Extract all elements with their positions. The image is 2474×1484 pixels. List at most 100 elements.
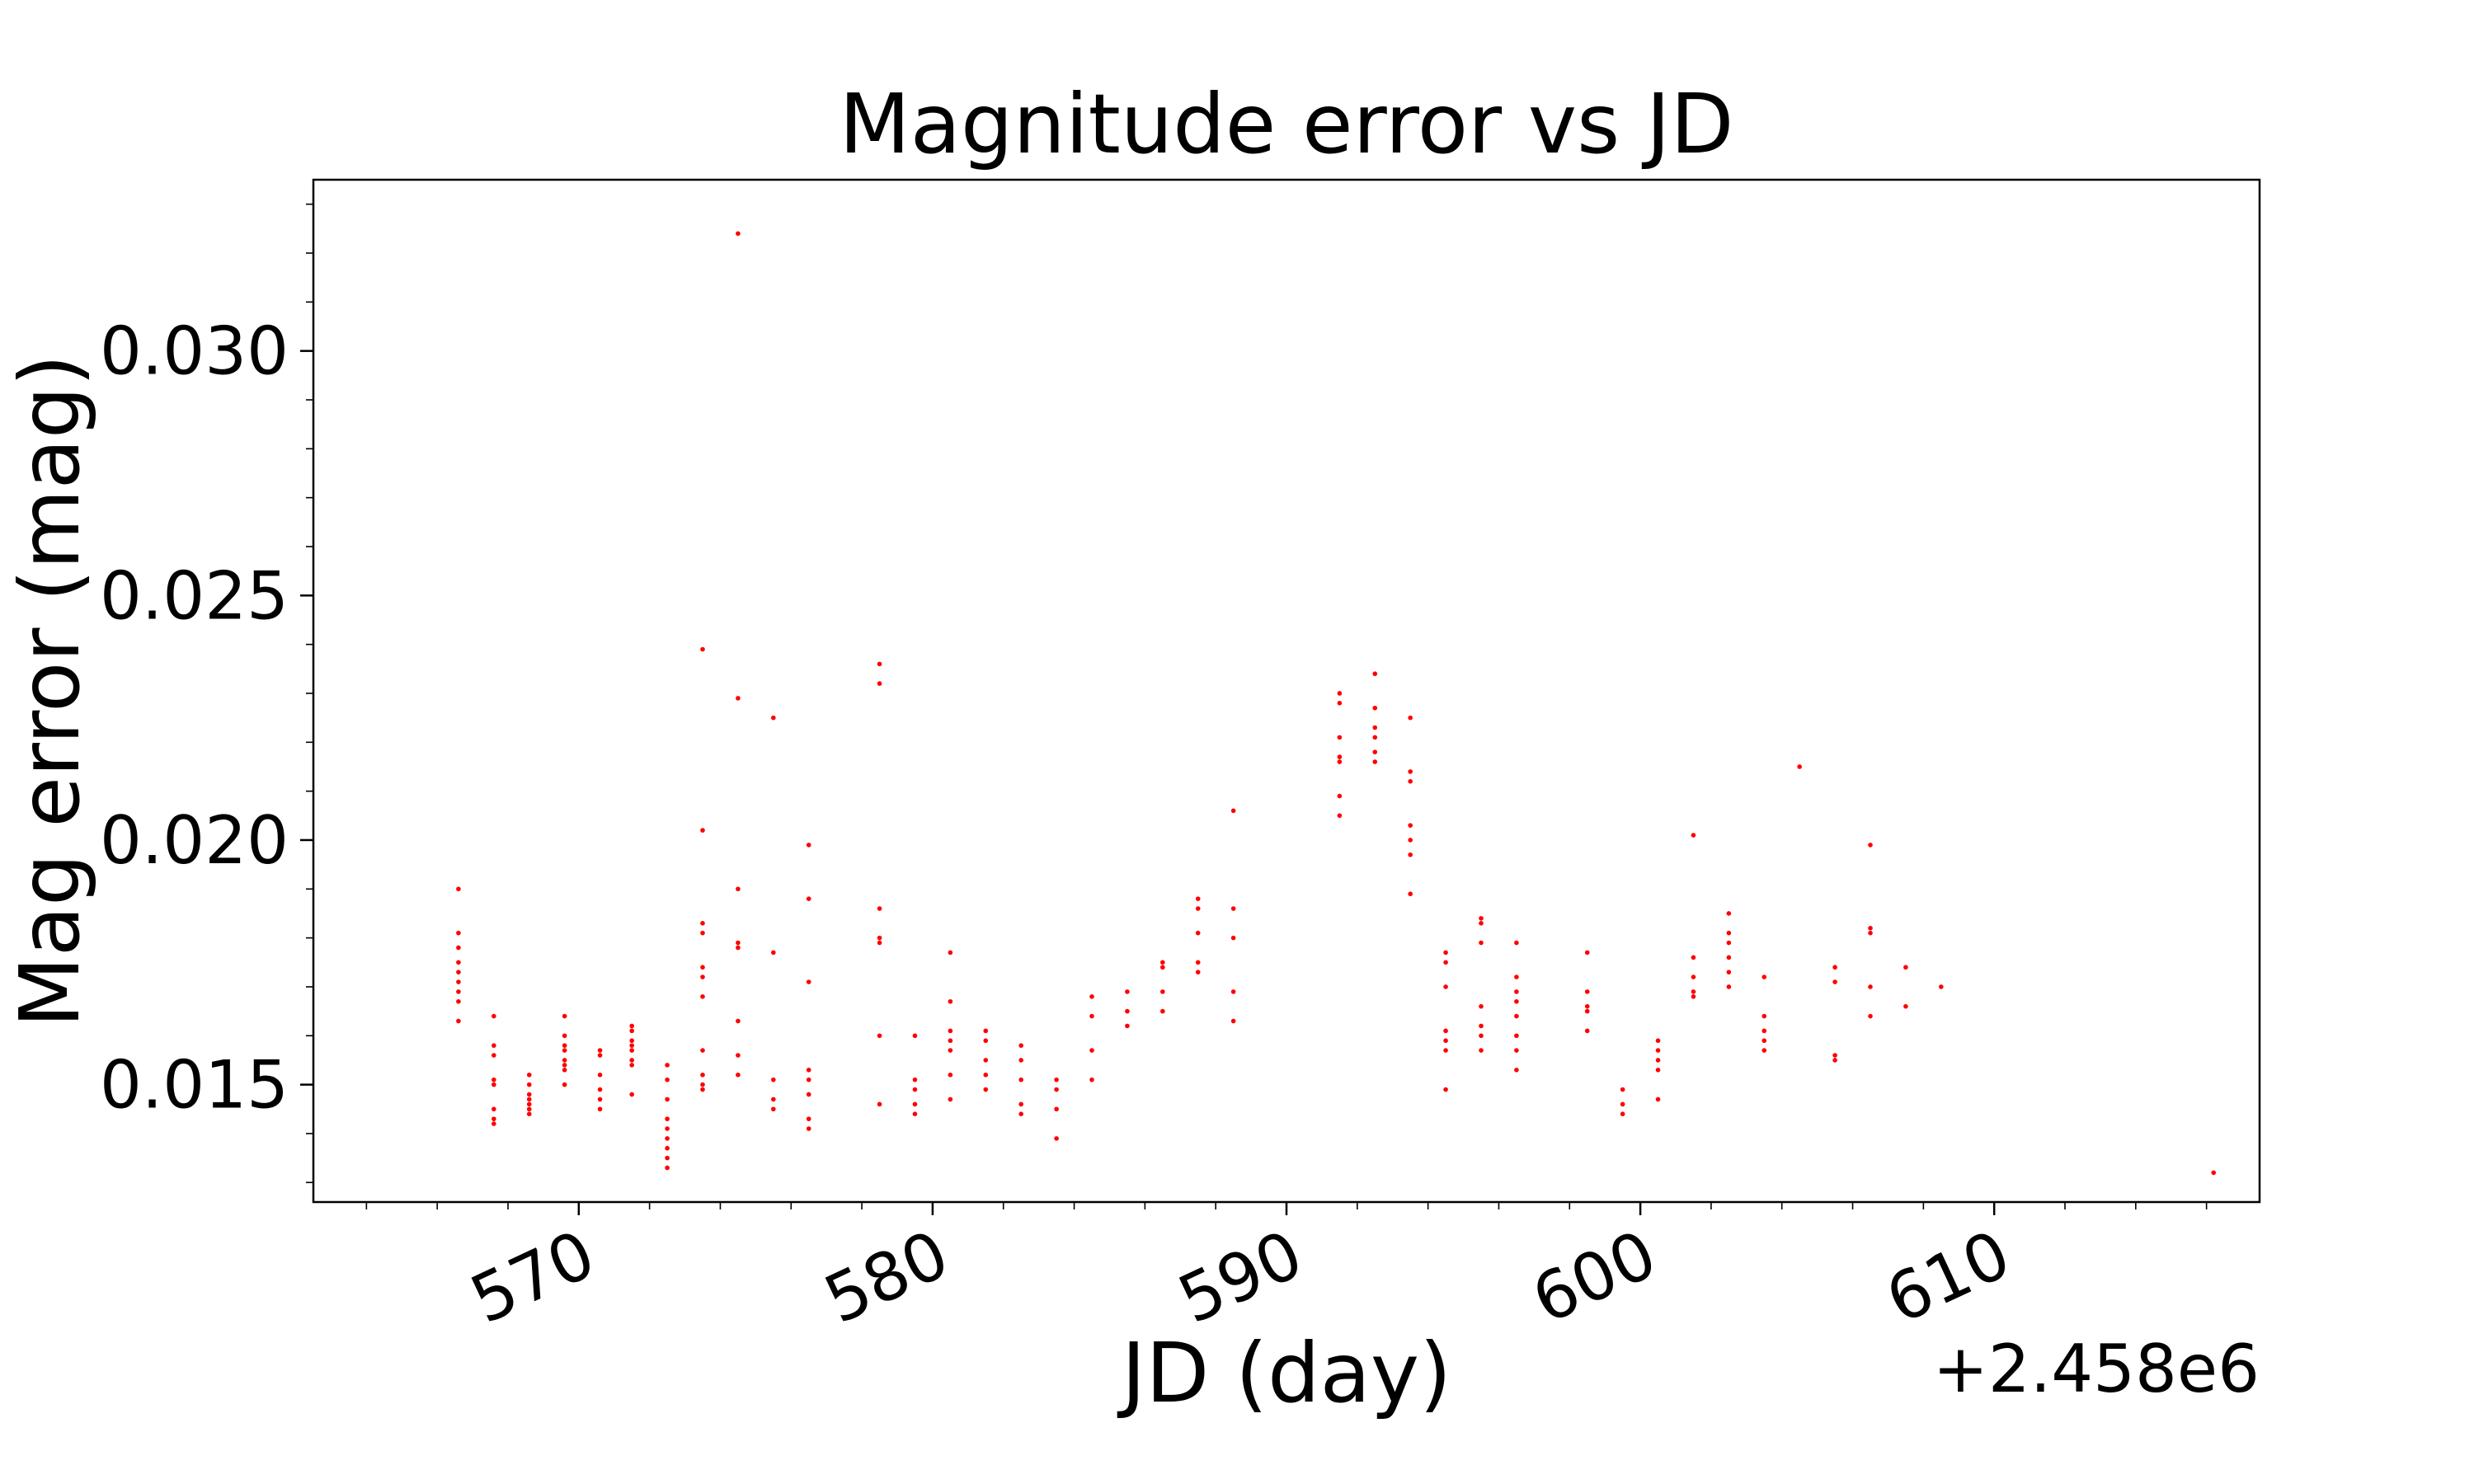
data-point (1443, 1028, 1448, 1034)
data-point (983, 1072, 989, 1078)
y-tick-label: 0.015 (100, 1047, 289, 1124)
data-point (1903, 965, 1908, 970)
data-point (912, 1111, 918, 1117)
data-point (771, 950, 776, 956)
data-point (1230, 935, 1236, 941)
data-point (456, 945, 461, 951)
data-point (1054, 1077, 1059, 1082)
data-point (456, 886, 461, 892)
data-point (1655, 1097, 1661, 1102)
data-point (456, 970, 461, 974)
data-point (1408, 769, 1413, 774)
data-point (1443, 950, 1448, 956)
data-point (1372, 705, 1378, 711)
data-point (492, 1106, 496, 1112)
data-point (983, 1038, 989, 1044)
data-point (1089, 1077, 1094, 1082)
data-point (736, 696, 741, 701)
data-point (948, 1097, 953, 1102)
data-point (665, 1063, 670, 1068)
data-point (1655, 1038, 1661, 1044)
y-tick-label: 0.020 (100, 802, 289, 879)
data-point (806, 843, 811, 848)
data-point (771, 1097, 776, 1102)
data-point (700, 828, 705, 833)
data-point (562, 1013, 567, 1019)
data-point (1443, 1087, 1448, 1092)
data-point (1160, 965, 1165, 970)
data-point (700, 994, 705, 999)
data-point (1514, 989, 1519, 994)
data-point (700, 1072, 705, 1078)
data-point (1125, 989, 1130, 994)
data-point (736, 945, 741, 951)
data-point (597, 1106, 603, 1112)
data-point (526, 1106, 532, 1112)
data-point (1832, 979, 1837, 984)
data-point (526, 1092, 532, 1097)
data-point (1655, 1058, 1661, 1063)
data-point (1089, 994, 1094, 999)
data-point (1832, 1053, 1837, 1058)
data-point (736, 1018, 741, 1024)
data-point (948, 1048, 953, 1053)
data-point (948, 998, 953, 1004)
data-point (629, 1043, 634, 1048)
data-point (1443, 1038, 1448, 1044)
data-point (806, 979, 811, 984)
data-point (1939, 984, 1944, 989)
data-point (1726, 955, 1732, 960)
data-point (1125, 1023, 1130, 1029)
data-point (1584, 989, 1590, 994)
data-point (1160, 960, 1165, 965)
data-point (736, 231, 741, 237)
data-point (1691, 989, 1696, 994)
data-point (1832, 965, 1837, 970)
data-point (1761, 1048, 1767, 1053)
data-point (1195, 960, 1201, 965)
x-axis-label: JD (day) (1117, 1325, 1451, 1421)
data-point (1726, 970, 1732, 974)
data-point (877, 1033, 882, 1039)
data-point (806, 1092, 811, 1097)
data-point (1230, 989, 1236, 994)
data-point (877, 935, 882, 941)
data-point (1868, 925, 1873, 931)
data-point (492, 1116, 496, 1121)
data-point (665, 1136, 670, 1141)
data-point (1018, 1077, 1023, 1082)
data-point (1620, 1101, 1625, 1107)
data-point (1868, 930, 1873, 936)
data-point (562, 1063, 567, 1068)
data-point (1514, 1068, 1519, 1073)
data-point (983, 1028, 989, 1034)
data-point (1372, 735, 1378, 740)
data-point (1584, 1028, 1590, 1034)
data-point (1054, 1136, 1059, 1141)
data-point (1230, 906, 1236, 911)
data-point (1620, 1087, 1625, 1092)
data-point (1761, 974, 1767, 979)
data-point (1230, 808, 1236, 814)
data-point (492, 1013, 496, 1019)
data-point (1195, 896, 1201, 901)
data-point (1691, 974, 1696, 979)
data-point (1408, 891, 1413, 897)
data-point (1655, 1048, 1661, 1053)
data-point (629, 1063, 634, 1068)
data-point (983, 1087, 989, 1092)
data-point (456, 930, 461, 936)
data-point (2211, 1170, 2217, 1176)
data-point (526, 1111, 532, 1117)
data-point (1408, 838, 1413, 843)
data-point (562, 1048, 567, 1053)
data-point (1479, 940, 1484, 946)
data-point (1443, 1048, 1448, 1053)
data-point (562, 1068, 567, 1073)
minor-ticks (306, 203, 2208, 1209)
data-point (665, 1077, 670, 1082)
data-point (1691, 955, 1696, 960)
data-point (1054, 1087, 1059, 1092)
data-point (736, 886, 741, 892)
data-point (806, 1077, 811, 1082)
